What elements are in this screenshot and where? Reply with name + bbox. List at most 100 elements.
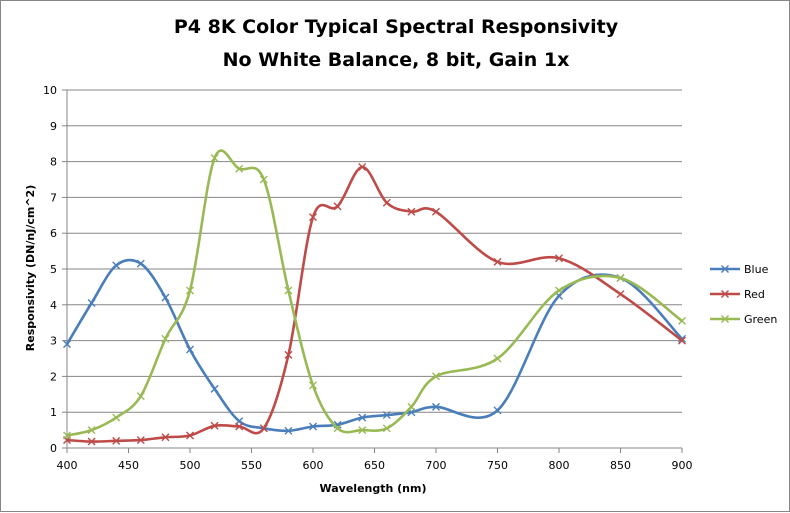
marker-stroke bbox=[309, 381, 317, 390]
data-point-green bbox=[358, 426, 367, 435]
marker-stroke bbox=[555, 286, 563, 295]
y-tick-label: 4 bbox=[50, 299, 57, 312]
data-point-red bbox=[382, 198, 391, 207]
data-point-green bbox=[407, 402, 416, 411]
data-point-green bbox=[616, 273, 625, 282]
data-point-red bbox=[678, 336, 686, 345]
data-point-green bbox=[87, 426, 96, 435]
y-tick-label: 8 bbox=[50, 156, 57, 169]
legend: Blue Red Green bbox=[710, 263, 777, 326]
data-point-red bbox=[358, 162, 367, 171]
marker-stroke bbox=[333, 424, 342, 433]
data-point-red bbox=[616, 290, 625, 299]
x-axis-title: Wavelength (nm) bbox=[320, 482, 427, 495]
data-point-red bbox=[210, 421, 219, 430]
marker-stroke bbox=[678, 316, 686, 325]
data-point-blue bbox=[493, 406, 502, 415]
data-point-green bbox=[555, 286, 563, 295]
data-point-green bbox=[63, 431, 71, 440]
x-tick-label: 650 bbox=[364, 459, 385, 472]
marker-stroke bbox=[721, 290, 729, 298]
chart-subtitle: No White Balance, 8 bit, Gain 1x bbox=[223, 49, 570, 71]
marker-stroke bbox=[333, 202, 342, 211]
data-point-red bbox=[309, 213, 317, 222]
data-point-green bbox=[284, 286, 293, 295]
data-point-blue bbox=[284, 426, 293, 435]
marker-stroke bbox=[678, 334, 686, 343]
x-tick-label: 900 bbox=[672, 459, 693, 472]
marker-stroke bbox=[136, 259, 145, 268]
y-tick-label: 2 bbox=[50, 370, 57, 383]
marker-stroke bbox=[432, 402, 440, 411]
data-point-green bbox=[678, 316, 686, 325]
data-point-blue bbox=[87, 299, 96, 308]
marker-stroke bbox=[87, 437, 96, 446]
y-tick-label: 7 bbox=[50, 191, 57, 204]
gridlines bbox=[67, 89, 682, 413]
legend-label-red: Red bbox=[744, 288, 765, 301]
x-tick-label: 600 bbox=[303, 459, 324, 472]
marker-stroke bbox=[186, 345, 194, 354]
data-point-blue bbox=[358, 413, 367, 422]
legend-marker-green bbox=[721, 315, 729, 323]
y-axis-title: Responsivity (DN/nJ/cm^2) bbox=[24, 185, 37, 351]
y-tick-label: 6 bbox=[50, 227, 57, 240]
y-tick-label: 3 bbox=[50, 335, 57, 348]
marker-stroke bbox=[555, 254, 563, 263]
marker-stroke bbox=[721, 315, 729, 323]
data-point-green bbox=[333, 424, 342, 433]
marker-stroke bbox=[358, 413, 367, 422]
marker-stroke bbox=[112, 436, 121, 445]
data-point-green bbox=[136, 392, 145, 401]
marker-stroke bbox=[382, 198, 391, 207]
marker-stroke bbox=[616, 273, 625, 282]
data-point-red bbox=[87, 437, 96, 446]
data-point-red bbox=[432, 207, 440, 216]
x-tick-label: 850 bbox=[610, 459, 631, 472]
data-point-blue bbox=[309, 422, 317, 431]
marker-stroke bbox=[678, 336, 686, 345]
y-tick-label: 5 bbox=[50, 263, 57, 276]
x-tick-label: 450 bbox=[118, 459, 139, 472]
marker-stroke bbox=[136, 436, 145, 445]
marker-stroke bbox=[186, 431, 194, 440]
data-point-green bbox=[259, 175, 268, 184]
marker-stroke bbox=[721, 265, 729, 273]
series-lines bbox=[63, 149, 686, 446]
marker-stroke bbox=[63, 431, 71, 440]
y-tick-label: 1 bbox=[50, 406, 57, 419]
data-point-red bbox=[493, 257, 502, 266]
marker-stroke bbox=[186, 286, 194, 295]
y-tick-label: 10 bbox=[43, 84, 57, 97]
marker-stroke bbox=[87, 299, 96, 308]
marker-stroke bbox=[432, 372, 440, 381]
data-point-red bbox=[333, 202, 342, 211]
data-point-red bbox=[112, 436, 121, 445]
data-point-green bbox=[210, 154, 219, 163]
marker-stroke bbox=[284, 286, 293, 295]
data-point-green bbox=[432, 372, 440, 381]
data-point-red bbox=[186, 431, 194, 440]
x-tick-label: 400 bbox=[57, 459, 78, 472]
marker-stroke bbox=[235, 164, 244, 173]
marker-stroke bbox=[382, 424, 391, 433]
marker-stroke bbox=[358, 162, 367, 171]
marker-stroke bbox=[259, 175, 268, 184]
y-tick-label: 9 bbox=[50, 120, 57, 133]
marker-stroke bbox=[259, 424, 268, 433]
legend-marker-red bbox=[721, 290, 729, 298]
marker-stroke bbox=[210, 421, 219, 430]
marker-stroke bbox=[235, 422, 244, 431]
marker-stroke bbox=[493, 257, 502, 266]
data-point-red bbox=[407, 207, 416, 216]
data-point-blue bbox=[382, 411, 391, 420]
x-tick-label: 750 bbox=[487, 459, 508, 472]
marker-stroke bbox=[136, 392, 145, 401]
data-point-red bbox=[555, 254, 563, 263]
data-point-blue bbox=[210, 384, 219, 393]
data-point-red bbox=[259, 424, 268, 433]
marker-stroke bbox=[284, 350, 293, 359]
marker-stroke bbox=[358, 426, 367, 435]
data-point-blue bbox=[186, 345, 194, 354]
